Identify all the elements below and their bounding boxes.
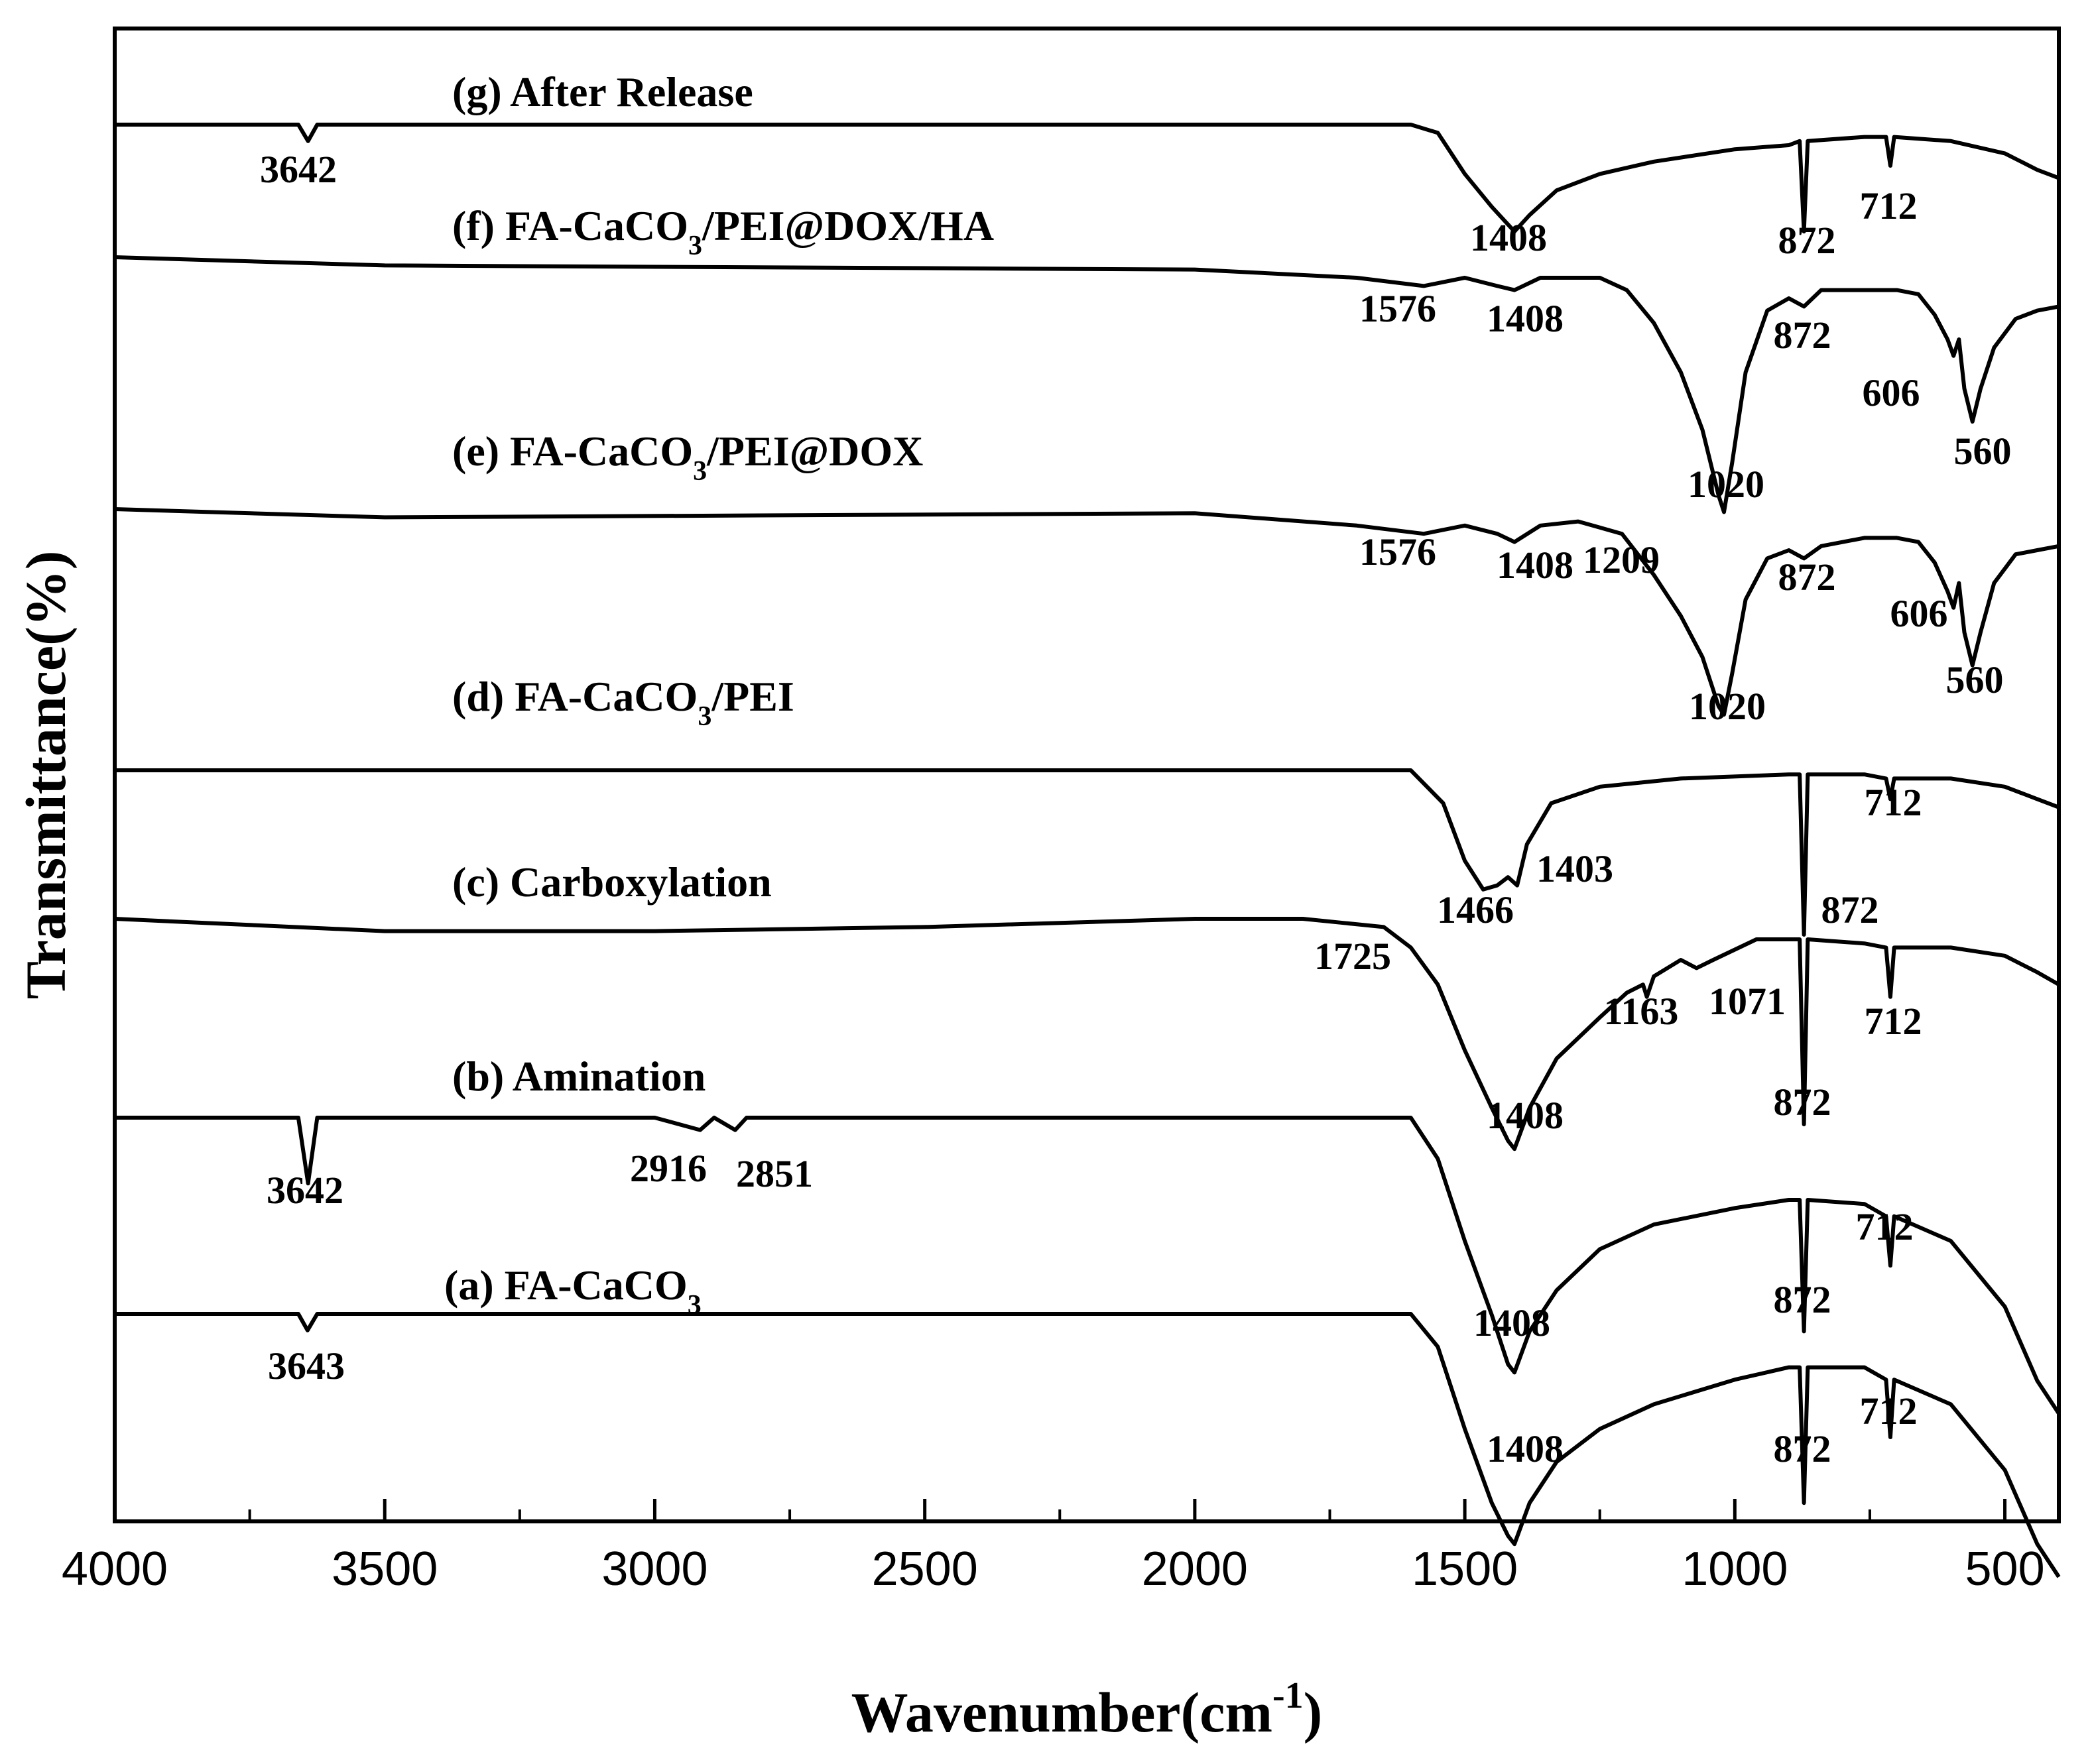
- series-label: (a) FA-CaCO3: [444, 1262, 702, 1321]
- x-tick-label: 500: [1965, 1543, 2044, 1596]
- peak-label: 1408: [1473, 1301, 1550, 1344]
- x-tick-label: 1500: [1412, 1543, 1518, 1596]
- peak-label: 606: [1890, 592, 1948, 635]
- series-label: (d) FA-CaCO3/PEI: [452, 673, 794, 732]
- peak-label: 1408: [1497, 544, 1573, 587]
- peak-label: 606: [1863, 371, 1920, 414]
- peak-label: 712: [1856, 1205, 1914, 1248]
- series-label: (f) FA-CaCO3/PEI@DOX/HA: [452, 202, 994, 261]
- peak-label: 1576: [1359, 530, 1436, 573]
- peak-label: 712: [1860, 184, 1918, 227]
- peak-label: 2851: [736, 1152, 813, 1195]
- peak-label: 872: [1774, 1278, 1831, 1321]
- x-tick-label: 2000: [1142, 1543, 1248, 1596]
- peak-label: 3642: [267, 1169, 343, 1212]
- peak-label: 872: [1774, 314, 1831, 357]
- peak-label: 1408: [1487, 1094, 1564, 1137]
- peak-label: 2916: [630, 1147, 707, 1190]
- spectrum-line-c: [114, 917, 2060, 1151]
- peak-label: 1576: [1359, 287, 1436, 330]
- series-label: (e) FA-CaCO3/PEI@DOX: [452, 428, 923, 487]
- series-label: (b) Amination: [452, 1053, 706, 1100]
- series-labels-group: (g) After Release (f) FA-CaCO3/PEI@DOX/HA…: [444, 68, 994, 1321]
- spectrum-line-g: [115, 123, 2060, 234]
- peak-label: 1209: [1583, 538, 1660, 581]
- y-axis-title: Transmittance(%): [14, 551, 78, 1000]
- x-tick-label: 4000: [62, 1543, 168, 1596]
- x-axis-title: Wavenumber(cm-1): [851, 1675, 1323, 1744]
- x-axis-ticks: 4000 3500 3000 2500 2000 1500 1000 500: [62, 1499, 2045, 1596]
- peak-label: 1408: [1487, 1427, 1564, 1470]
- peak-label: 872: [1774, 1081, 1831, 1124]
- peak-label: 1408: [1470, 216, 1547, 259]
- peak-label: 3642: [260, 148, 337, 191]
- peak-label: 1071: [1709, 980, 1786, 1023]
- peak-label: 712: [1865, 1000, 1922, 1043]
- peak-label: 712: [1860, 1389, 1918, 1433]
- x-tick-label: 2500: [872, 1543, 978, 1596]
- peak-label: 872: [1778, 556, 1836, 599]
- series-label: (g) After Release: [452, 68, 753, 115]
- peak-label: 1163: [1604, 990, 1679, 1033]
- spectrum-line-f: [114, 255, 2060, 514]
- x-tick-label: 3000: [601, 1543, 708, 1596]
- peak-label: 1466: [1437, 888, 1514, 931]
- peak-label: 1020: [1688, 463, 1764, 506]
- spectrum-line-d: [115, 768, 2060, 937]
- spectrum-line-a: [115, 1312, 2061, 1578]
- peak-label: 560: [1954, 430, 2012, 473]
- peak-label: 1403: [1536, 847, 1613, 890]
- peak-label: 3643: [268, 1344, 345, 1387]
- peak-label: 560: [1946, 658, 2004, 701]
- peak-label: 712: [1865, 781, 1922, 824]
- x-tick-label: 1000: [1682, 1543, 1788, 1596]
- series-label: (c) Carboxylation: [452, 858, 772, 906]
- peak-labels-group: 3642 1408 872 712 1576 1408 1020 872 606 560 1576 1…: [260, 148, 2012, 1470]
- plot-frame: [113, 27, 2061, 1523]
- peak-label: 1020: [1689, 685, 1766, 728]
- peak-label: 872: [1778, 219, 1836, 262]
- peak-label: 872: [1821, 888, 1879, 931]
- spectra-group: [114, 123, 2061, 1578]
- peak-label: 872: [1774, 1427, 1831, 1470]
- x-tick-label: 3500: [332, 1543, 438, 1596]
- peak-label: 1725: [1314, 935, 1391, 978]
- spectrum-line-b: [115, 1116, 2061, 1415]
- peak-label: 1408: [1487, 297, 1564, 340]
- spectrum-line-e: [114, 507, 2060, 717]
